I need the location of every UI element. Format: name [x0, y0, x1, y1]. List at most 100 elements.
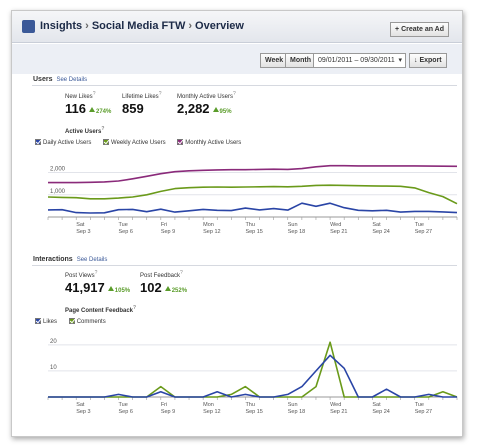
- breadcrumb-insights[interactable]: Insights: [40, 20, 83, 32]
- x-tick-label: Sat: [372, 222, 381, 228]
- x-tick-label: Sep 15: [245, 409, 262, 415]
- help-icon[interactable]: ?: [158, 91, 162, 97]
- series-line-monthly-active-users: [48, 164, 458, 184]
- x-tick-label: Tue: [119, 222, 128, 228]
- breadcrumb: Insights › Social Media FTW › Overview: [40, 20, 244, 32]
- legend-likes[interactable]: Likes: [35, 318, 58, 325]
- x-tick-label: Sep 15: [245, 229, 262, 235]
- active-users-chart-title: Active Users?: [65, 126, 104, 135]
- checkbox-icon[interactable]: [103, 139, 110, 145]
- x-tick-label: Tue: [415, 222, 424, 228]
- stat-monthly-active-users: Monthly Active Users? 2,282 95%: [177, 91, 236, 116]
- legend-weekly-active-users[interactable]: Weekly Active Users: [103, 139, 166, 146]
- x-tick-label: Fri: [161, 222, 167, 228]
- create-ad-label: Create an Ad: [401, 26, 445, 33]
- x-tick-label: Sun: [288, 222, 298, 228]
- y-tick-label: 10: [50, 365, 57, 371]
- week-button[interactable]: Week: [260, 53, 289, 68]
- plus-icon: +: [395, 26, 400, 33]
- up-arrow-icon: [107, 286, 114, 291]
- up-arrow-icon: [164, 286, 171, 291]
- series-line-daily-active-users: [47, 202, 458, 214]
- help-icon[interactable]: ?: [233, 91, 236, 97]
- stat-value: 859: [122, 101, 144, 116]
- users-section-title: Users See Details: [33, 76, 87, 83]
- stat-value: 2,282: [177, 101, 210, 116]
- x-tick-label: Sep 6: [119, 229, 133, 235]
- month-button[interactable]: Month: [285, 53, 316, 68]
- x-tick-label: Sep 27: [415, 409, 432, 415]
- checkbox-icon[interactable]: [35, 318, 41, 324]
- help-icon[interactable]: ?: [94, 270, 98, 276]
- date-range-value: 09/01/2011 – 09/30/2011: [318, 57, 395, 64]
- x-tick-label: Mon: [203, 402, 214, 408]
- stat-post-views: Post Views? 41,917 105%: [65, 270, 130, 295]
- chart-title-text: Active Users: [65, 129, 102, 135]
- chart-title-text: Page Content Feedback: [65, 308, 134, 314]
- x-tick-label: Wed: [330, 222, 341, 228]
- create-ad-button[interactable]: + Create an Ad: [390, 22, 450, 37]
- x-tick-label: Sep 12: [203, 229, 220, 235]
- x-tick-label: Tue: [119, 402, 128, 408]
- x-tick-label: Sat: [76, 222, 85, 228]
- stat-change: 105%: [114, 288, 131, 294]
- header-bar: Insights › Social Media FTW › Overview + Crea…: [12, 11, 462, 43]
- legend-monthly-active-users[interactable]: Monthly Active Users: [177, 139, 242, 146]
- legend-daily-active-users[interactable]: Daily Active Users: [35, 139, 91, 146]
- help-icon[interactable]: ?: [92, 91, 96, 97]
- divider: [32, 265, 457, 266]
- breadcrumb-page[interactable]: Social Media FTW: [91, 20, 186, 32]
- x-tick-label: Sep 18: [288, 409, 305, 415]
- y-tick-label: 20: [50, 339, 57, 345]
- stat-label: Post Views: [65, 273, 95, 279]
- x-tick-label: Thu: [245, 222, 254, 228]
- legend-comments[interactable]: Comments: [68, 318, 106, 325]
- help-icon[interactable]: ?: [133, 305, 137, 311]
- interactions-see-details-link[interactable]: See Details: [76, 257, 108, 263]
- insights-logo-icon: [22, 20, 35, 33]
- stat-new-likes: New Likes? 116 274%: [65, 91, 111, 116]
- x-tick-label: Sep 18: [288, 229, 305, 235]
- legend-label: Monthly Active Users: [185, 140, 242, 146]
- x-tick-label: Tue: [415, 402, 424, 408]
- legend-label: Weekly Active Users: [111, 140, 166, 146]
- breadcrumb-separator-icon: ›: [188, 20, 193, 32]
- interactions-section-title: Interactions See Details: [33, 256, 107, 263]
- stat-value: 41,917: [65, 280, 105, 295]
- x-tick-label: Sep 6: [119, 409, 133, 415]
- checkbox-icon[interactable]: [177, 139, 184, 145]
- insights-panel: Insights › Social Media FTW › Overview + Crea…: [11, 10, 463, 437]
- x-tick-label: Thu: [245, 402, 254, 408]
- x-tick-label: Sat: [76, 402, 85, 408]
- x-tick-label: Wed: [330, 402, 341, 408]
- export-button[interactable]: ↓ Export: [409, 53, 447, 68]
- legend-label: Likes: [43, 319, 58, 325]
- x-tick-label: Sep 27: [415, 229, 432, 235]
- download-arrow-icon: ↓: [414, 57, 418, 64]
- divider: [32, 85, 457, 86]
- export-label: Export: [419, 57, 442, 64]
- checkbox-icon[interactable]: [35, 139, 41, 145]
- x-tick-label: Sep 3: [76, 229, 90, 235]
- checkbox-icon[interactable]: [68, 318, 75, 324]
- users-title: Users: [33, 76, 53, 83]
- stat-label: Post Feedback: [140, 273, 181, 279]
- x-tick-label: Sun: [288, 402, 298, 408]
- x-tick-label: Sep 21: [330, 409, 347, 415]
- series-line-comments: [48, 341, 458, 398]
- breadcrumb-current: Overview: [195, 20, 244, 32]
- x-tick-label: Sep 9: [161, 229, 175, 235]
- x-tick-label: Sep 3: [76, 409, 90, 415]
- stat-change: 252%: [171, 288, 188, 294]
- help-icon[interactable]: ?: [180, 270, 183, 276]
- series-line-weekly-active-users: [47, 184, 458, 205]
- y-tick-label: 2,000: [50, 167, 66, 173]
- users-see-details-link[interactable]: See Details: [56, 77, 88, 83]
- stat-label: Lifetime Likes: [122, 94, 159, 100]
- stat-change: 95%: [219, 109, 232, 115]
- help-icon[interactable]: ?: [101, 126, 105, 132]
- date-range-select[interactable]: 09/01/2011 – 09/30/2011 ▾: [313, 53, 406, 68]
- active-users-legend: Daily Active Users Weekly Active Users M…: [35, 139, 251, 146]
